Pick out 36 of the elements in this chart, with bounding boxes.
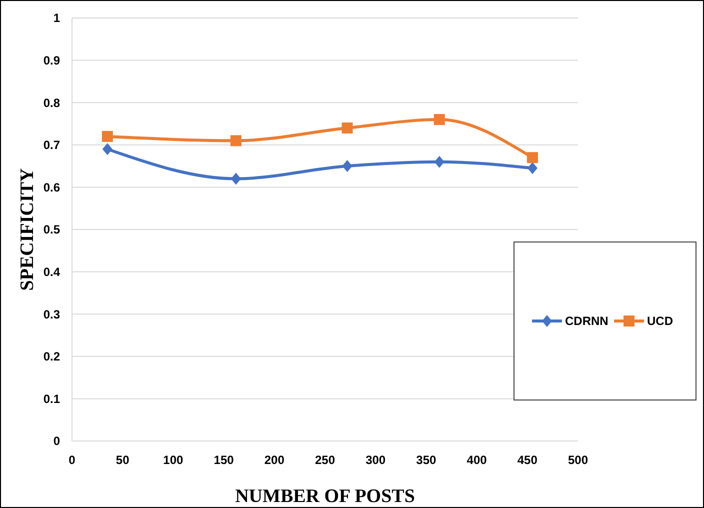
y-tick-label: 0.3 xyxy=(43,307,60,322)
y-tick-label: 0.8 xyxy=(43,96,60,110)
x-tick-label: 300 xyxy=(366,453,386,467)
point xyxy=(230,172,241,185)
x-tick-label: 200 xyxy=(264,453,285,467)
y-tick-label: 0.6 xyxy=(43,180,60,194)
point xyxy=(434,114,445,126)
y-tick-label: 0 xyxy=(53,434,60,448)
y-axis-title: SPECIFICITY xyxy=(17,168,38,291)
point xyxy=(527,162,538,174)
y-tick-label: 0.2 xyxy=(43,350,60,364)
point xyxy=(102,130,113,142)
point xyxy=(102,143,112,156)
x-tick-label: 50 xyxy=(116,453,130,467)
point xyxy=(230,135,242,146)
legend-label: UCD xyxy=(647,314,674,328)
x-tick-label: 100 xyxy=(163,453,184,467)
y-tick-label: 0.9 xyxy=(43,54,60,68)
x-tick-label: 0 xyxy=(68,453,76,467)
y-tick-label: 0.1 xyxy=(43,392,60,406)
y-tick-label: 0.4 xyxy=(43,265,60,279)
x-tick-label: 250 xyxy=(314,453,336,467)
x-tick-label: 350 xyxy=(416,453,437,467)
point xyxy=(342,160,352,172)
x-tick-label: 400 xyxy=(466,453,488,467)
x-axis-title: NUMBER OF POSTS xyxy=(235,486,415,507)
point xyxy=(526,152,538,164)
y-tick-label: 1 xyxy=(53,11,60,26)
y-tick-label: 0.7 xyxy=(43,138,60,152)
point xyxy=(342,122,353,134)
x-tick-label: 450 xyxy=(517,453,538,467)
y-tick-label: 0.5 xyxy=(43,222,60,237)
x-tick-label: 150 xyxy=(214,453,234,467)
x-tick-label: 500 xyxy=(568,453,588,467)
legend-label: CDRNN xyxy=(565,314,608,328)
point xyxy=(434,156,444,168)
